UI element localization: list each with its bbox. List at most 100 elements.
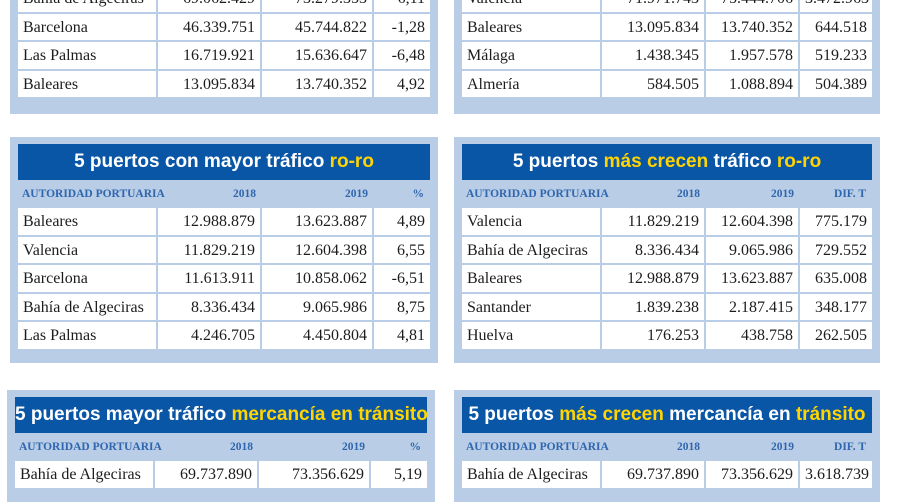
value-2019: 1.957.578	[706, 42, 800, 71]
value-pct: -6,48	[374, 42, 430, 71]
value-2018: 11.829.219	[602, 208, 706, 237]
value-2018: 13.095.834	[602, 13, 706, 42]
value-2018: 71.971.743	[602, 0, 706, 14]
port-name: Valencia	[462, 0, 602, 14]
port-name: Baleares	[18, 70, 158, 99]
title-highlight: más crecen	[603, 151, 709, 172]
value-dif: 644.518	[800, 13, 872, 42]
value-2018: 69.062.429	[158, 0, 262, 14]
port-name: Santander	[462, 293, 602, 322]
value-dif: 729.552	[800, 236, 872, 265]
title-text: 5 puertos	[468, 404, 560, 425]
table-row: Las Palmas 4.246.705 4.450.804 4,81	[18, 322, 430, 351]
value-2018: 69.737.890	[602, 461, 706, 490]
table-row: Bahía de Algeciras 69.062.429 73.279.353…	[18, 0, 430, 14]
table-row: Bahía de Algeciras 8.336.434 9.065.986 7…	[462, 236, 872, 265]
panel-top-right: Valencia 71.971.743 75.444.706 3.472.963…	[454, 0, 880, 114]
value-2019: 45.744.822	[262, 13, 374, 42]
table-header: AUTORIDAD PORTUARIA 2018 2019 DIF. T	[462, 180, 872, 208]
table-header: AUTORIDAD PORTUARIA 2018 2019 %	[18, 180, 430, 208]
table-row: Valencia 11.829.219 12.604.398 6,55	[18, 236, 430, 265]
value-2019: 9.065.986	[706, 236, 800, 265]
value-pct: 6,55	[374, 236, 430, 265]
port-name: Bahía de Algeciras	[462, 461, 602, 490]
header-2019: 2019	[342, 441, 365, 453]
header-authority: AUTORIDAD PORTUARIA	[466, 441, 609, 453]
header-2018: 2018	[677, 441, 700, 453]
port-name: Bahía de Algeciras	[462, 236, 602, 265]
port-name: Bahía de Algeciras	[18, 0, 158, 14]
value-2018: 176.253	[602, 322, 706, 351]
title-text: 5 puertos con mayor tráfico	[74, 151, 330, 172]
header-pct: %	[409, 441, 422, 453]
port-name: Las Palmas	[18, 322, 158, 351]
value-2019: 15.636.647	[262, 42, 374, 71]
panel-title: 5 puertos con mayor tráfico ro-ro	[18, 144, 430, 180]
table-row: Baleares 13.095.834 13.740.352 4,92	[18, 70, 430, 99]
port-name: Valencia	[18, 236, 158, 265]
header-2019: 2019	[771, 188, 794, 200]
table-row: Bahía de Algeciras 69.737.890 73.356.629…	[15, 461, 427, 490]
value-2019: 13.623.887	[262, 208, 374, 237]
value-2018: 12.988.879	[602, 265, 706, 294]
panel-roro-top: 5 puertos con mayor tráfico ro-ro AUTORI…	[10, 137, 438, 363]
header-authority: AUTORIDAD PORTUARIA	[22, 188, 165, 200]
value-2019: 10.858.062	[262, 265, 374, 294]
value-pct: -1,28	[374, 13, 430, 42]
value-dif: 262.505	[800, 322, 872, 351]
value-2018: 46.339.751	[158, 13, 262, 42]
value-dif: 504.389	[800, 70, 872, 99]
header-dif: DIF. T	[834, 441, 866, 453]
header-pct: %	[412, 188, 425, 200]
port-name: Las Palmas	[18, 42, 158, 71]
value-2018: 8.336.434	[602, 236, 706, 265]
port-name: Almería	[462, 70, 602, 99]
value-2018: 8.336.434	[158, 293, 262, 322]
panel-top-left: Bahía de Algeciras 69.062.429 73.279.353…	[10, 0, 438, 114]
port-name: Bahía de Algeciras	[15, 461, 155, 490]
header-dif: DIF. T	[834, 188, 866, 200]
header-2018: 2018	[677, 188, 700, 200]
table-row: Valencia 11.829.219 12.604.398 775.179	[462, 208, 872, 237]
table-row: Santander 1.839.238 2.187.415 348.177	[462, 293, 872, 322]
value-pct: 4,92	[374, 70, 430, 99]
title-highlight: tránsito	[795, 404, 866, 425]
value-2019: 73.356.629	[706, 461, 800, 490]
value-dif: 3.472.963	[800, 0, 872, 14]
header-authority: AUTORIDAD PORTUARIA	[466, 188, 609, 200]
panel-title: 5 puertos más crecen mercancía en tránsi…	[462, 397, 872, 433]
port-name: Barcelona	[18, 13, 158, 42]
value-2019: 4.450.804	[262, 322, 374, 351]
value-2019: 75.444.706	[706, 0, 800, 14]
panel-transit-top: 5 puertos mayor tráfico mercancía en trá…	[7, 390, 435, 502]
value-2019: 13.623.887	[706, 265, 800, 294]
title-highlight: ro-ro	[776, 151, 822, 172]
value-pct: 8,75	[374, 293, 430, 322]
value-2018: 16.719.921	[158, 42, 262, 71]
value-2018: 584.505	[602, 70, 706, 99]
value-pct: 4,81	[374, 322, 430, 351]
title-highlight: ro-ro	[329, 151, 374, 172]
port-name: Bahía de Algeciras	[18, 293, 158, 322]
value-pct: 4,89	[374, 208, 430, 237]
value-2018: 69.737.890	[155, 461, 259, 490]
header-2019: 2019	[345, 188, 368, 200]
value-2019: 12.604.398	[706, 208, 800, 237]
value-dif: 348.177	[800, 293, 872, 322]
value-2019: 73.279.353	[262, 0, 374, 14]
table-row: Bahía de Algeciras 8.336.434 9.065.986 8…	[18, 293, 430, 322]
value-2018: 4.246.705	[158, 322, 262, 351]
table-row: Barcelona 46.339.751 45.744.822 -1,28	[18, 13, 430, 42]
value-2018: 11.613.911	[158, 265, 262, 294]
value-2018: 12.988.879	[158, 208, 262, 237]
table-row: Las Palmas 16.719.921 15.636.647 -6,48	[18, 42, 430, 71]
title-text: 5 puertos mayor tráfico	[15, 404, 232, 425]
header-2019: 2019	[771, 441, 794, 453]
header-2018: 2018	[233, 188, 256, 200]
value-dif: 519.233	[800, 42, 872, 71]
value-2019: 2.187.415	[706, 293, 800, 322]
table-row: Valencia 71.971.743 75.444.706 3.472.963	[462, 0, 872, 14]
value-dif: 775.179	[800, 208, 872, 237]
table-row: Baleares 13.095.834 13.740.352 644.518	[462, 13, 872, 42]
value-2019: 9.065.986	[262, 293, 374, 322]
